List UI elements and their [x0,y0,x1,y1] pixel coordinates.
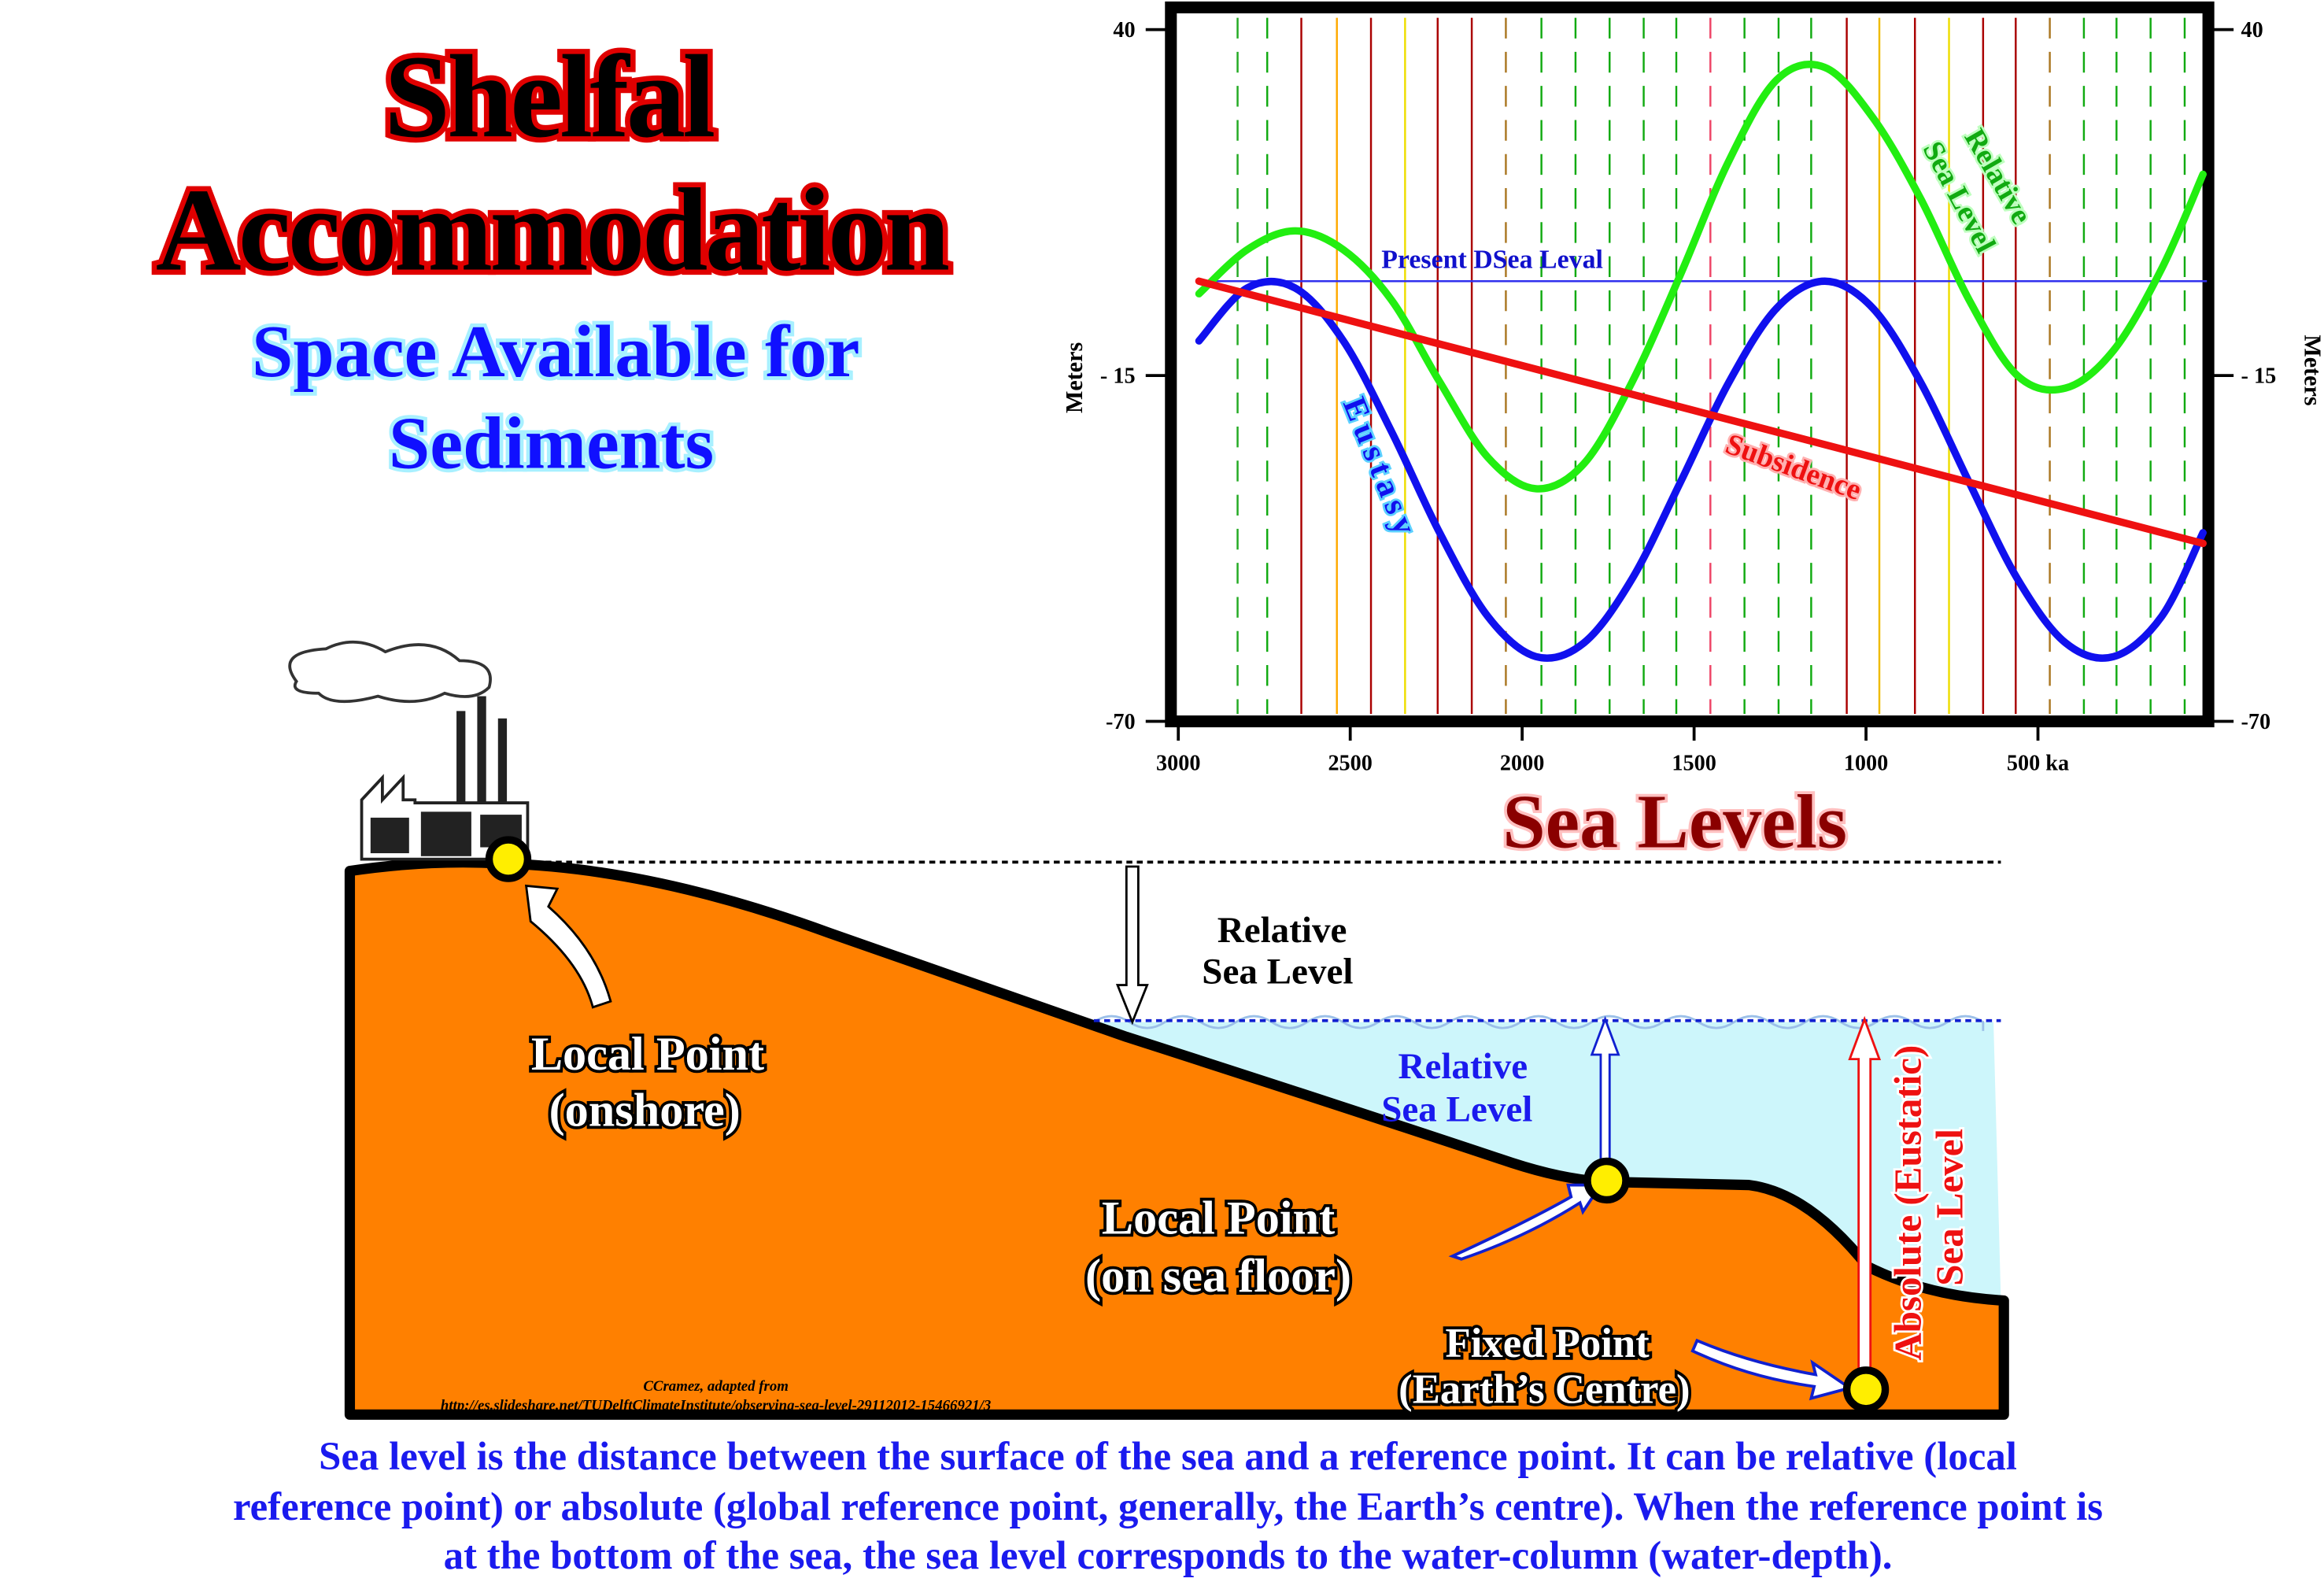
factory-icon [288,640,530,861]
onshore-pointer-arrow [524,884,612,1009]
x-tick-label: 2500 [1328,752,1372,776]
relative-sea-level-arrow [1115,865,1149,1026]
water-depth-arrow [1590,1015,1620,1179]
relative-sea-level-curve [1195,61,2207,493]
y-tick-label-left: - 15 [1100,364,1136,389]
y-axis-label-left: Meters [1061,342,1088,413]
credit-line-2: http://es.slideshare.net/TUDelftClimateI… [441,1398,991,1414]
seafloor-label-2: (on sea floor) [1085,1250,1351,1303]
caption-line-3: at the bottom of the sea, the sea level … [444,1533,1893,1577]
rsl-top-label-1: Relative [1217,910,1347,951]
fixed-point-pointer-arrow [1690,1338,1853,1401]
y-tick-label-right: - 15 [2241,364,2277,389]
present-sea-level-label: Present DSea Leval [1381,246,1603,275]
sea-level-chart: 3000 2500 2000 1500 1000 500 ka 40 40 - 15 - 15 -7… [1061,1,2324,867]
subtitle-line1: Space Available for [252,311,859,393]
x-tick-label: 3000 [1156,752,1200,776]
chart-title: Sea Levels [1502,780,1847,865]
rsl-water-label-1: Relative [1398,1046,1528,1087]
eustasy-curve [1195,277,2207,662]
fixed-label-1: Fixed Point [1446,1321,1650,1366]
y-tick-label-right: 40 [2241,18,2263,43]
x-tick-label: 1500 [1672,752,1716,776]
chart-frame [1165,1,2215,728]
title-line2: Accommodation [156,164,949,296]
absolute-label-1: Absolute (Eustatic) [1886,1045,1930,1361]
subsidence-line [1195,277,2207,548]
shelf-diagram: Relative Sea Level Relative Sea Level Lo… [288,640,2009,1420]
fixed-label-2: (Earth’s Centre) [1398,1366,1690,1412]
seafloor-point [1583,1157,1630,1204]
x-tick-label: 1000 [1844,752,1888,776]
seafloor-label-1: Local Point [1102,1192,1335,1245]
x-tick-label: 500 ka [2007,752,2069,776]
y-tick-label-left: -70 [1106,710,1136,734]
caption-line-2: reference point) or absolute (global ref… [233,1484,2103,1528]
y-tick-label-left: 40 [1113,18,1135,43]
title-line1: Shelfal [384,31,714,162]
land-profile [344,857,2009,1420]
subtitle-line2: Sediments [389,403,714,485]
rsl-top-label-2: Sea Level [1202,952,1353,992]
fixed-point [1842,1366,1890,1413]
absolute-sea-level-arrow [1848,1015,1882,1388]
absolute-label-2: Sea Level [1927,1129,1971,1286]
seafloor-pointer-arrow [1448,1183,1604,1261]
onshore-label-1: Local Point [531,1028,764,1081]
rsl-water-label-2: Sea Level [1381,1089,1532,1130]
onshore-label-2: (onshore) [549,1084,741,1137]
caption-line-1: Sea level is the distance between the su… [319,1434,2017,1478]
y-tick-label-right: -70 [2241,710,2271,734]
credit-line-1: CCramez, adapted from [643,1378,789,1395]
x-tick-label: 2000 [1500,752,1544,776]
y-axis-label-right: Meters [2300,335,2324,405]
onshore-point [485,836,532,882]
